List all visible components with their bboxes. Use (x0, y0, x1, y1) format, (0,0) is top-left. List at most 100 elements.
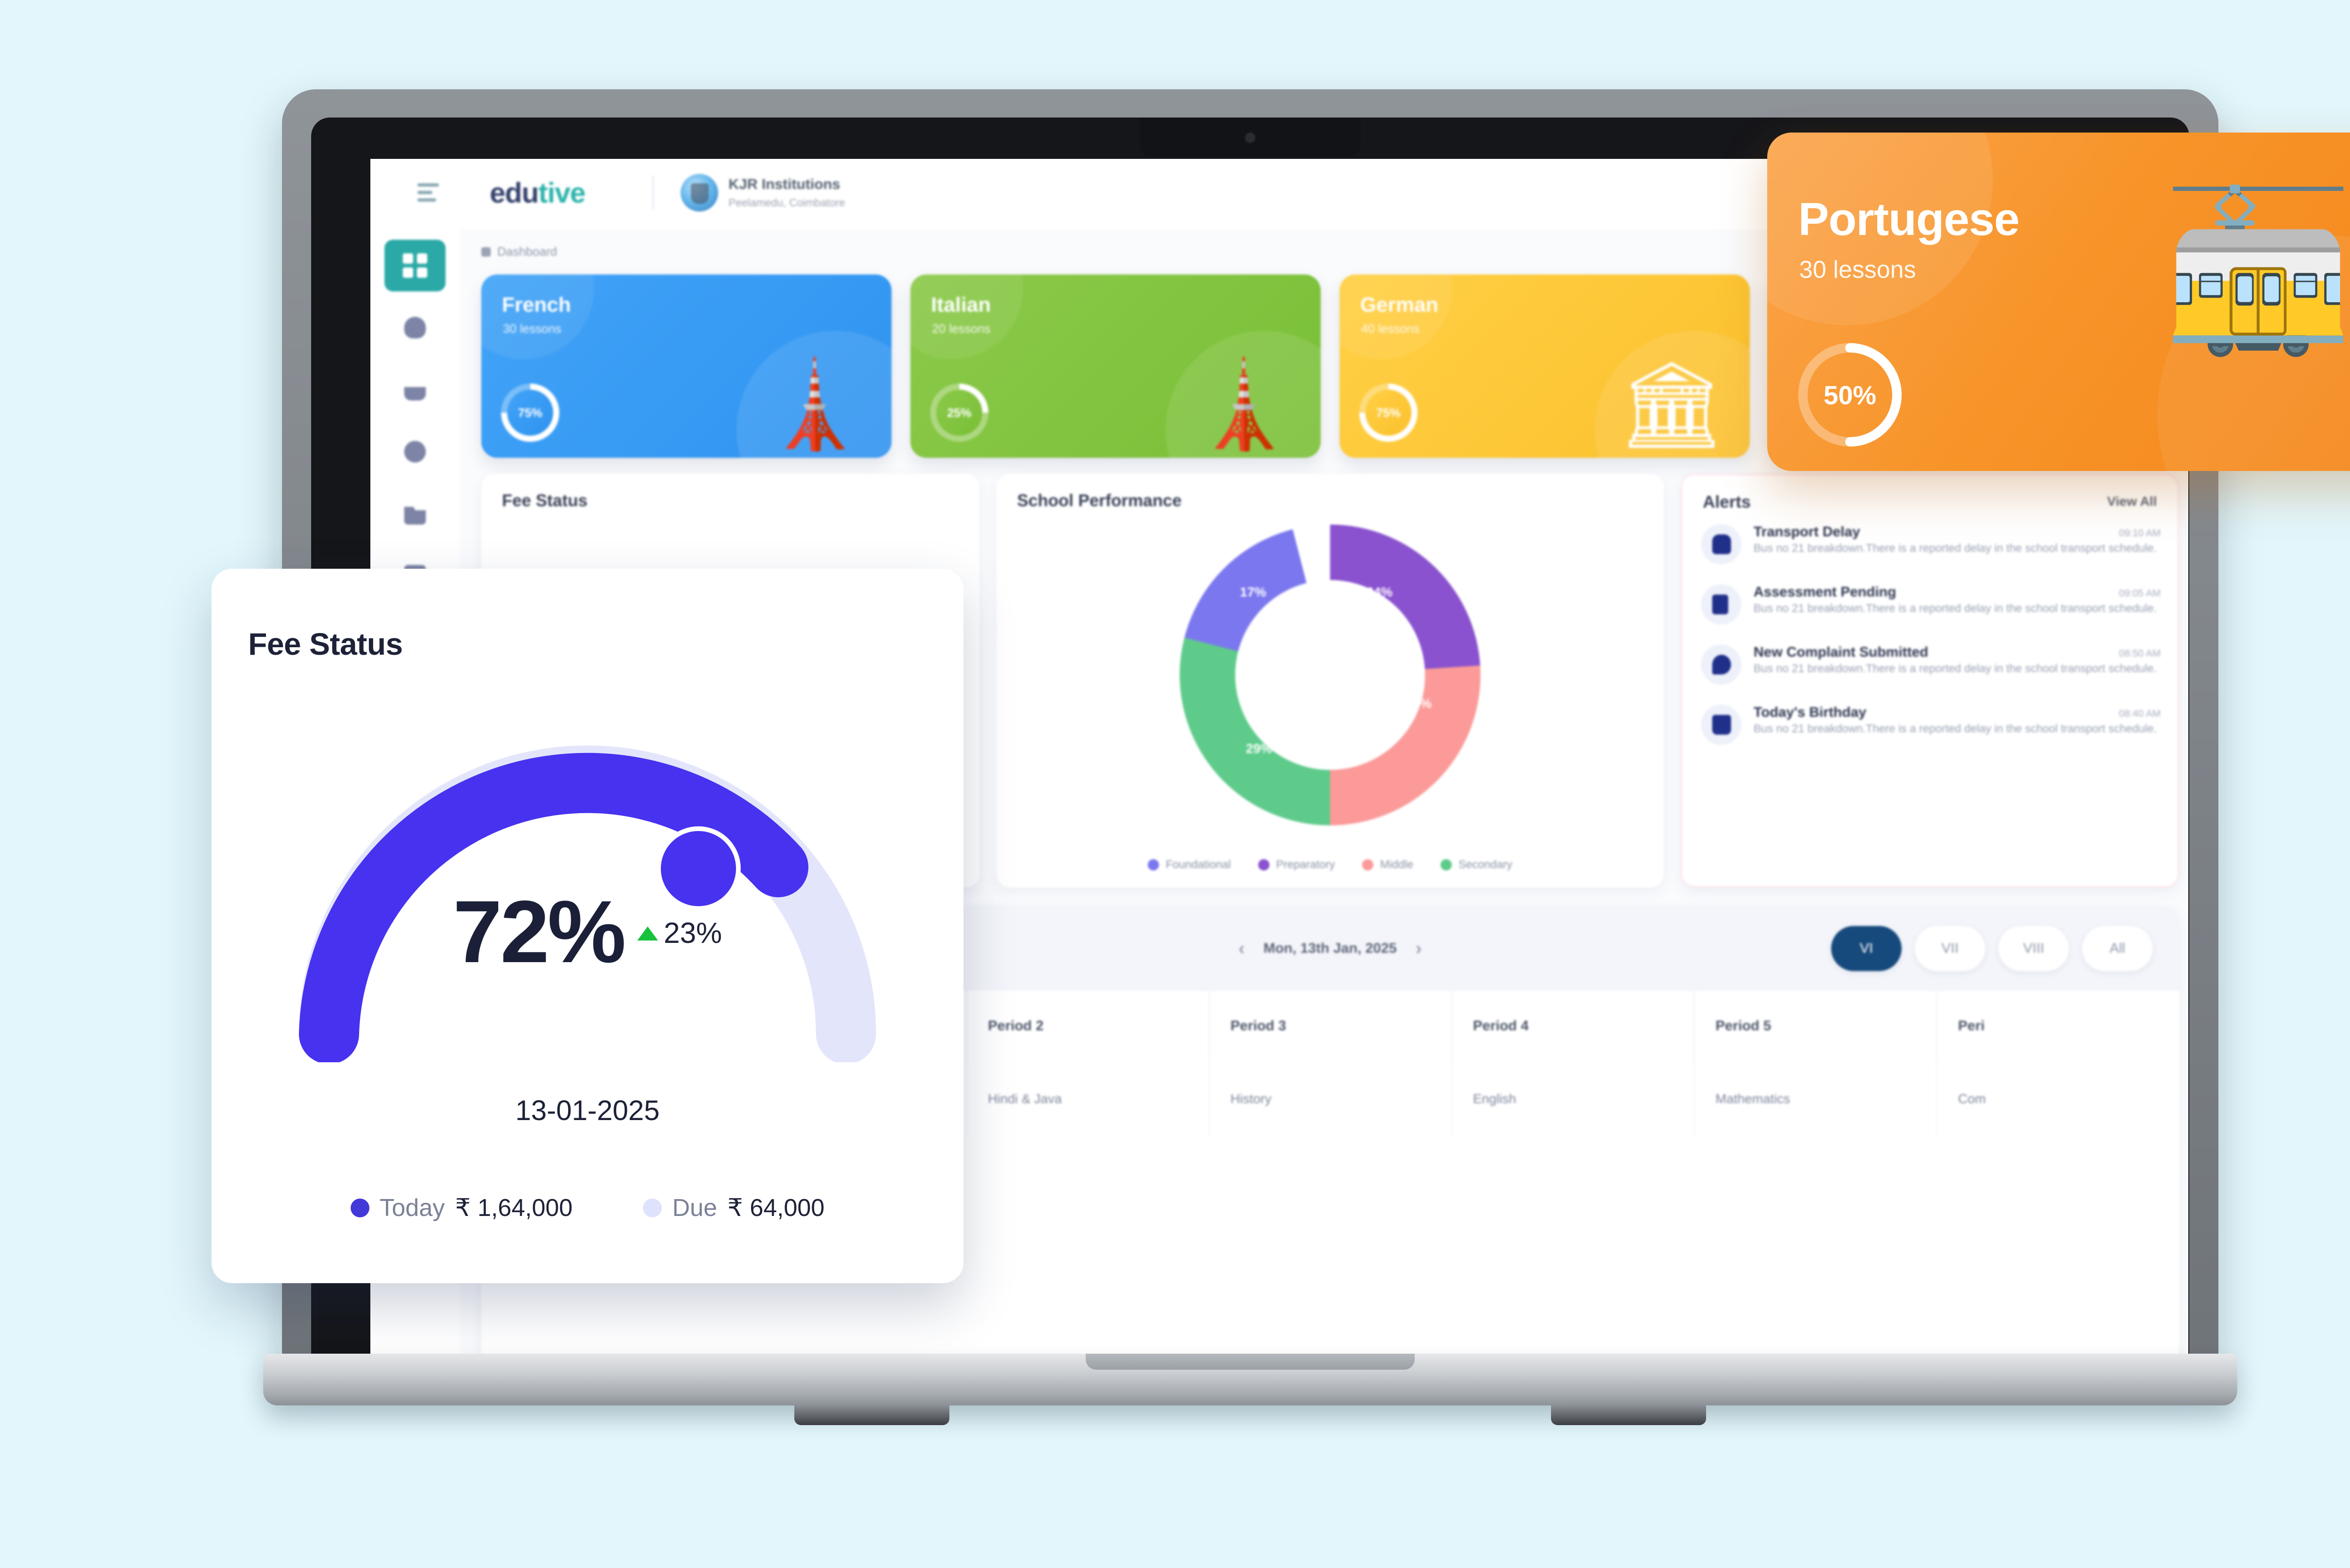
portugese-lessons: 30 lessons (1799, 256, 1916, 283)
laptop-foot-left (794, 1405, 949, 1425)
alerts-list: Transport Delay 09:10 AM Bus no 21 breakd… (1701, 524, 2161, 765)
alert-time: 09:10 AM (2119, 528, 2161, 539)
folder-icon (404, 507, 426, 525)
pisa-tower-icon: 🗼 (1191, 358, 1296, 452)
language-title: Italian (931, 293, 991, 316)
current-date-label: Mon, 13th Jan, 2025 (1263, 941, 1397, 956)
view-all-link[interactable]: View All (2107, 494, 2157, 509)
cell-period4: English (1451, 1061, 1694, 1137)
eiffel-tower-icon: 🗼 (761, 358, 867, 452)
alert-title: New Complaint Submitted (1754, 644, 1928, 660)
legend-item[interactable]: Foundational (1148, 858, 1231, 871)
sidebar-item-files[interactable] (384, 488, 446, 540)
alert-time: 08:50 AM (2119, 648, 2161, 659)
document-icon (1701, 584, 1741, 625)
app-logo: edutive (490, 177, 586, 209)
table-row[interactable]: 6A Chemistry Hindi & Java History Englis… (481, 1061, 2179, 1137)
gauge-value-block: 72% 23% (249, 887, 926, 976)
chevron-left-icon[interactable]: ‹ (1238, 938, 1245, 959)
class-pill-viii[interactable]: VIII (1998, 926, 2069, 971)
cell-period3: History (1209, 1061, 1451, 1137)
alert-item[interactable]: Assessment Pending 09:05 AM Bus no 21 bre… (1701, 584, 2161, 625)
column-header: Period 5 (1694, 991, 1936, 1061)
language-title: French (502, 293, 571, 316)
legend-swatch (1258, 859, 1269, 870)
triangle-up-icon (637, 926, 658, 941)
alert-title: Today's Birthday (1754, 705, 1866, 720)
fee-gauge: 72% 23% (249, 705, 926, 1062)
class-pill-vii[interactable]: VII (1915, 926, 1985, 971)
ring-hole (507, 390, 553, 436)
column-header: Peri (1936, 991, 2179, 1061)
fee-status-overlay-card[interactable]: Fee Status 72% 23% 13-01-2025 Today ₹ 1,… (212, 569, 964, 1283)
legend-swatch (1148, 859, 1159, 870)
laptop-base (263, 1354, 2237, 1405)
legend-key: Today (379, 1194, 445, 1222)
chat-icon (1701, 644, 1741, 685)
legend-swatch (350, 1199, 369, 1217)
organization-name: KJR Institutions (728, 176, 840, 192)
alert-description: Bus no 21 breakdown.There is a reported … (1754, 662, 2157, 675)
donut-label: 29% (1246, 741, 1272, 756)
gauge-knob-handle[interactable] (656, 826, 741, 911)
legend-value: ₹ 1,64,000 (455, 1194, 573, 1222)
alert-item[interactable]: New Complaint Submitted 08:50 AM Bus no 2… (1701, 644, 2161, 685)
sidebar-item-globe[interactable] (384, 426, 446, 478)
progress-ring: 75% (501, 384, 559, 442)
alert-description: Bus no 21 breakdown.There is a reported … (1754, 722, 2157, 735)
legend-item[interactable]: Secondary (1441, 858, 1512, 871)
performance-donut-chart: 24% 26% 29% 17% (1180, 525, 1480, 825)
class-filter-pills: VI VII VIII All (1831, 926, 2153, 971)
logo-text-second: tive (538, 177, 586, 209)
portugese-overlay-card[interactable]: Portugese 30 lessons 50% 🚋 (1767, 133, 2350, 471)
cake-icon (1701, 705, 1741, 745)
organization-address: Peelamedu, Coimbatore (728, 196, 846, 209)
decor-blob (910, 274, 1023, 359)
legend-item-today: Today ₹ 1,64,000 (350, 1194, 573, 1222)
bus-icon (1701, 524, 1741, 564)
gauge-svg (299, 745, 876, 1062)
fee-date: 13-01-2025 (515, 1095, 660, 1126)
language-card-german[interactable]: German 40 lessons 75% 🏛 (1340, 274, 1750, 458)
panel-title: School Performance (1017, 491, 1182, 510)
ring-hole (936, 390, 982, 436)
fee-overlay-title: Fee Status (248, 627, 403, 661)
column-header: Period 3 (1209, 991, 1451, 1061)
language-card-italian[interactable]: Italian 20 lessons 25% 🗼 (910, 274, 1321, 458)
sidebar-item-teachers[interactable] (384, 364, 446, 416)
decor-blob (481, 274, 594, 359)
date-navigator: ‹ Mon, 13th Jan, 2025 › (1238, 938, 1422, 959)
fee-delta-value: 23% (664, 917, 722, 949)
sidebar-item-students[interactable] (384, 302, 446, 353)
legend-item[interactable]: Middle (1362, 858, 1413, 871)
cell-period6: Com (1936, 1061, 2179, 1137)
grid-icon (403, 253, 427, 278)
panel-title: Alerts (1703, 492, 1751, 511)
person-icon (404, 317, 426, 338)
ring-hole (1365, 390, 1411, 436)
alert-time: 09:05 AM (2119, 588, 2161, 599)
users-icon (404, 387, 426, 400)
legend-label: Middle (1380, 858, 1414, 871)
progress-ring: 25% (930, 384, 988, 442)
sidebar-item-dashboard[interactable] (384, 240, 446, 291)
breadcrumb-label: Dashboard (497, 244, 557, 259)
language-lessons: 40 lessons (1361, 321, 1420, 336)
tram-icon: 🚋 (2162, 184, 2350, 358)
legend-item[interactable]: Preparatory (1258, 858, 1335, 871)
alert-item[interactable]: Transport Delay 09:10 AM Bus no 21 breakd… (1701, 524, 2161, 564)
alert-item[interactable]: Today's Birthday 08:40 AM Bus no 21 break… (1701, 705, 2161, 745)
language-title: German (1360, 293, 1439, 316)
menu-toggle-icon[interactable] (417, 183, 439, 202)
alert-title: Transport Delay (1754, 524, 1860, 540)
chevron-right-icon[interactable]: › (1415, 938, 1422, 959)
divider (652, 176, 654, 210)
class-pill-all[interactable]: All (2082, 926, 2153, 971)
donut-label: 26% (1405, 696, 1432, 711)
class-pill-vi[interactable]: VI (1831, 926, 1902, 971)
ring-percent: 25% (947, 405, 972, 420)
alert-time: 08:40 AM (2119, 708, 2161, 719)
column-header: Period 2 (966, 991, 1209, 1061)
column-header: Period 4 (1451, 991, 1694, 1061)
language-card-french[interactable]: French 30 lessons 75% 🗼 (481, 274, 892, 458)
